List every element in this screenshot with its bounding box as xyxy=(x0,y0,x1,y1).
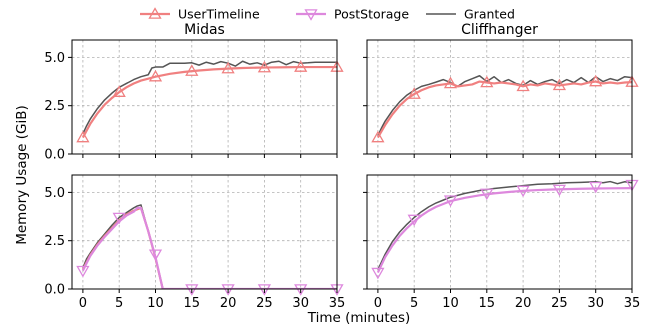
x-tick-label: 5 xyxy=(115,296,123,311)
series-group xyxy=(376,75,632,139)
panel-0: 0.0 2.5 5.0 Midas xyxy=(44,22,344,163)
legend-marker xyxy=(148,7,162,19)
panel-frame xyxy=(366,174,633,290)
marker-usertimeline xyxy=(76,130,90,143)
panel-frame xyxy=(71,174,338,290)
panel-2: 0 5 10 15 20 25 30 35 0.0 2.5 5.0 xyxy=(44,174,346,311)
series-line-poststorage xyxy=(376,187,632,274)
y-tick-label: 0.0 xyxy=(44,283,65,298)
panel-title: Midas xyxy=(184,22,225,38)
x-tick-label: 10 xyxy=(442,296,459,311)
panel-title: Cliffhanger xyxy=(461,22,538,38)
marker-usertimeline xyxy=(294,60,308,72)
marker-poststorage xyxy=(480,188,494,201)
series-line-poststorage xyxy=(81,206,337,289)
x-tick-label: 5 xyxy=(410,296,418,311)
y-tick-label: 2.5 xyxy=(44,234,65,249)
marker-usertimeline xyxy=(148,69,163,82)
marker-usertimeline xyxy=(480,75,494,88)
marker-poststorage xyxy=(76,265,90,278)
x-tick-label: 15 xyxy=(184,296,201,311)
marker-poststorage xyxy=(257,284,272,296)
x-tick-label: 10 xyxy=(147,296,164,311)
marker-poststorage xyxy=(589,181,603,194)
marker-usertimeline xyxy=(185,64,199,76)
legend-marker xyxy=(304,9,318,21)
x-tick-label: 25 xyxy=(551,296,568,311)
series-line-granted xyxy=(82,60,337,135)
x-tick-label: 0 xyxy=(79,296,87,311)
marker-usertimeline xyxy=(221,61,235,74)
legend-item-poststorage: PostStorage xyxy=(296,7,409,22)
x-tick-label: 35 xyxy=(624,296,641,311)
legend: UserTimeline PostStorage Granted xyxy=(140,7,515,22)
x-tick-label: 35 xyxy=(329,296,346,311)
panel-1: Cliffhanger xyxy=(363,22,639,158)
marker-usertimeline xyxy=(407,87,421,99)
marker-poststorage xyxy=(407,214,421,227)
legend-label: PostStorage xyxy=(334,7,409,22)
marker-usertimeline xyxy=(589,74,603,87)
series-group xyxy=(81,60,337,139)
x-tick-label: 15 xyxy=(479,296,496,311)
marker-usertimeline xyxy=(443,76,458,89)
y-axis-label: Memory Usage (GiB) xyxy=(14,105,30,245)
marker-usertimeline xyxy=(371,130,385,143)
x-tick-label: 20 xyxy=(220,296,237,311)
x-tick-label: 25 xyxy=(256,296,273,311)
marker-poststorage xyxy=(443,195,458,207)
y-tick-label: 0.0 xyxy=(44,148,65,163)
series-line-usertimeline xyxy=(376,80,632,139)
marker-poststorage xyxy=(552,184,567,197)
legend-label: UserTimeline xyxy=(178,7,260,22)
marker-poststorage xyxy=(294,284,308,296)
y-tick-label: 5.0 xyxy=(44,186,65,201)
marker-poststorage xyxy=(112,212,126,225)
marker-usertimeline xyxy=(112,85,126,97)
marker-poststorage xyxy=(148,249,163,262)
series-group xyxy=(376,180,632,274)
marker-poststorage xyxy=(516,185,530,198)
marker-poststorage xyxy=(221,284,235,296)
marker-usertimeline xyxy=(552,78,567,91)
x-tick-label: 0 xyxy=(374,296,382,311)
series-line-granted xyxy=(377,180,632,270)
x-tick-label: 30 xyxy=(587,296,604,311)
marker-usertimeline xyxy=(516,79,530,92)
marker-poststorage xyxy=(185,284,199,296)
series-group xyxy=(81,204,337,289)
x-tick-label: 20 xyxy=(515,296,532,311)
panel-3: 0 5 10 15 20 25 30 35 xyxy=(363,174,641,311)
y-tick-label: 5.0 xyxy=(44,51,65,66)
legend-item-granted: Granted xyxy=(426,7,515,22)
marker-usertimeline xyxy=(257,60,272,73)
series-line-usertimeline xyxy=(81,65,337,139)
legend-item-usertimeline: UserTimeline xyxy=(140,7,260,22)
legend-label: Granted xyxy=(464,7,515,22)
marker-poststorage xyxy=(371,267,385,280)
panel-frame xyxy=(71,39,338,155)
x-tick-label: 30 xyxy=(292,296,309,311)
panel-frame xyxy=(366,39,633,155)
x-axis-label: Time (minutes) xyxy=(307,310,411,326)
y-tick-label: 2.5 xyxy=(44,99,65,114)
